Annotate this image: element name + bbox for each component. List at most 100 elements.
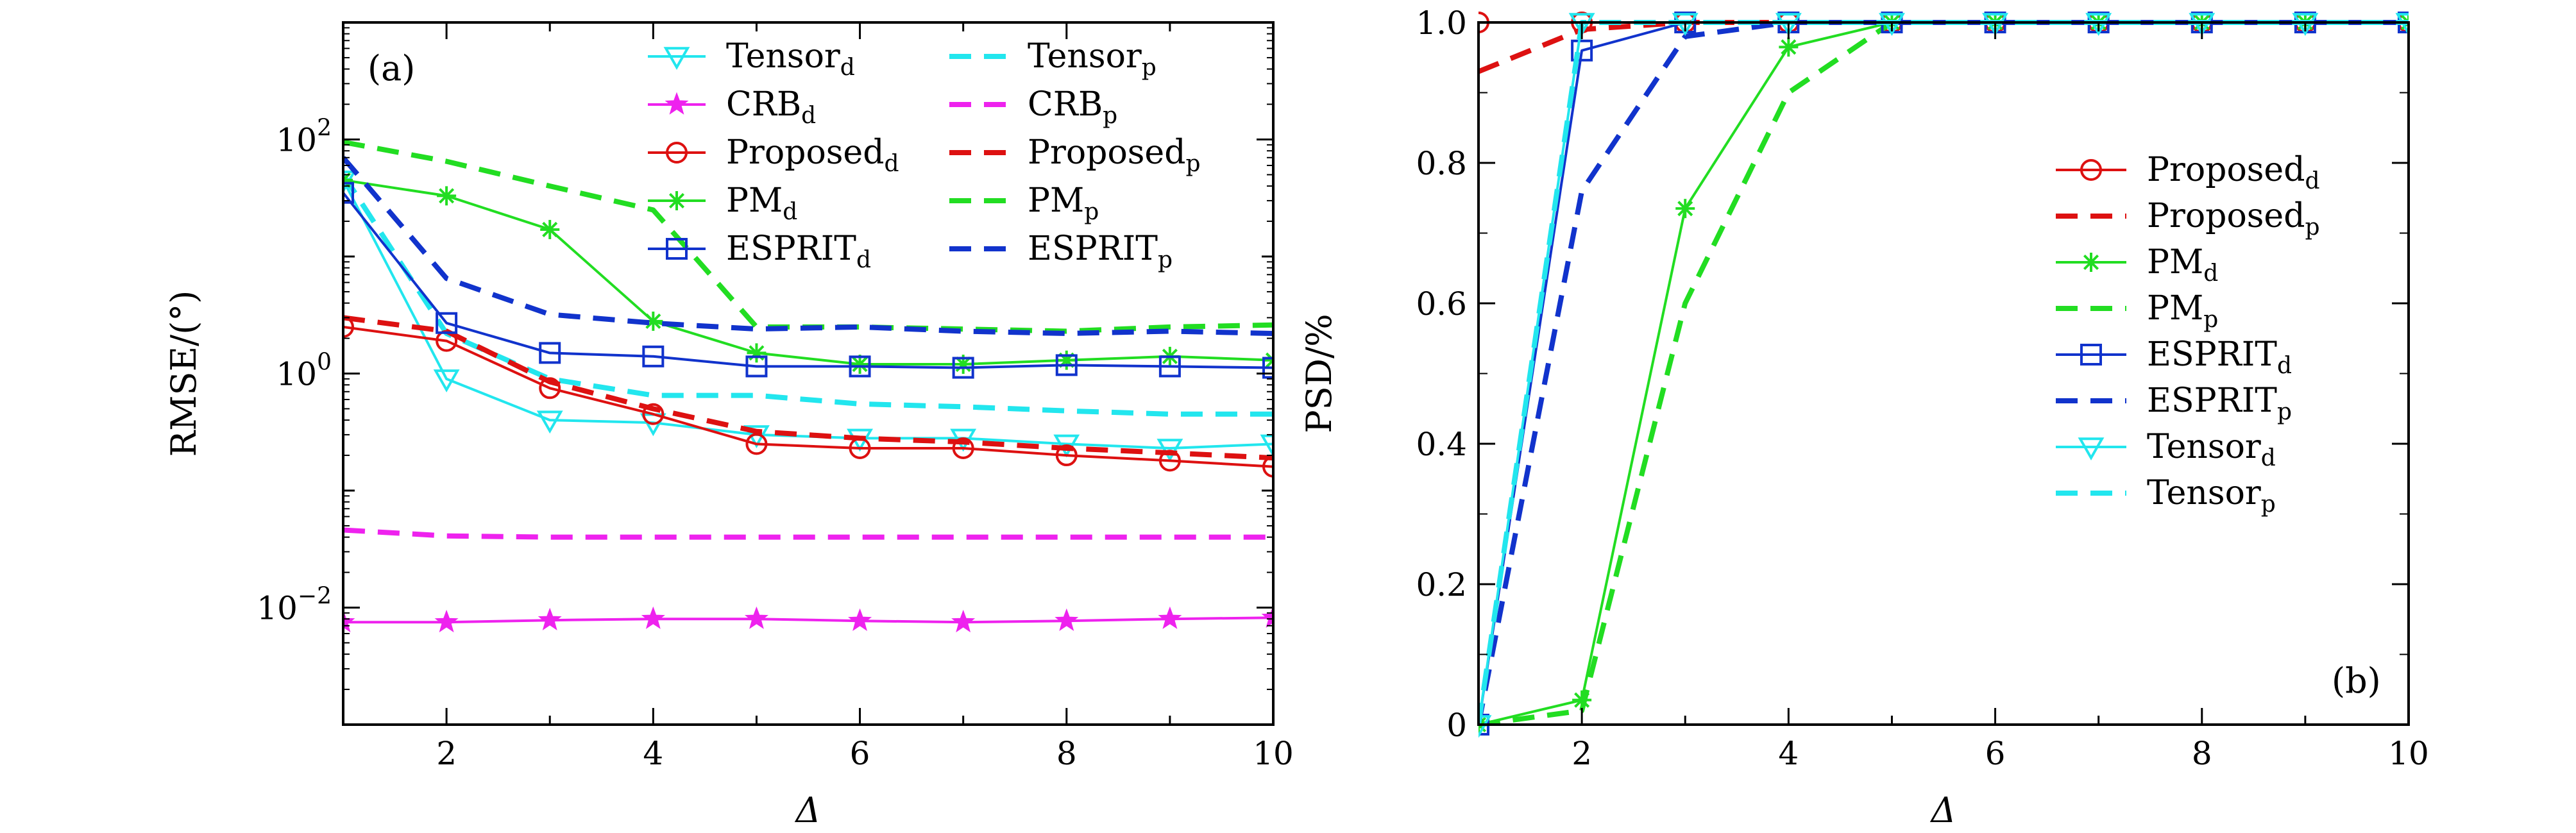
- legend-label: Tensorp: [1028, 37, 1157, 81]
- x-ticks: 2 4 6 8 10: [342, 22, 1294, 772]
- data-point-esprit-d: [745, 355, 768, 378]
- data-point-tensor-d: [1479, 715, 1492, 737]
- legend-label: CRBp: [1028, 85, 1117, 129]
- legend-item-crb-p: CRBp: [949, 85, 1117, 129]
- legend-marker: [663, 47, 690, 71]
- data-point-tensor-d: [1157, 439, 1183, 462]
- legend-item-pm-d: PMd: [2056, 243, 2218, 287]
- data-point-esprit-d: [1262, 357, 1273, 379]
- data-point-crb-d: [1158, 606, 1182, 629]
- legend-item-pm-d: PMd: [648, 181, 797, 225]
- x-tick-label: 2: [436, 735, 457, 772]
- x-tick-label: 10: [1253, 735, 1294, 772]
- x-tick-label: 2: [1572, 735, 1592, 772]
- y-tick-label: 0.8: [1416, 145, 1467, 182]
- data-point-crb-d: [1261, 605, 1273, 628]
- y-ticks: 0 0.2 0.4 0.6 0.8 1.0: [1416, 4, 2409, 744]
- y-tick-label: 10−2: [257, 584, 332, 627]
- data-point-crb-d: [1055, 608, 1079, 631]
- legend-item-proposed-d: Proposedd: [2056, 151, 2320, 194]
- legend-label: Tensord: [2147, 428, 2276, 471]
- legend: ProposeddProposedpPMdPMpESPRITdESPRITpTe…: [2056, 151, 2320, 517]
- x-tick-label: 4: [1778, 735, 1799, 772]
- legend-marker: [2081, 253, 2101, 272]
- data-point-tensor-d: [536, 410, 563, 434]
- series-line-esprit-d: [343, 192, 1273, 369]
- x-tick-label: 6: [1985, 735, 2006, 772]
- legend-label: Proposedd: [726, 133, 899, 177]
- data-point-esprit-d: [952, 357, 974, 379]
- legend-item-pm-p: PMp: [2056, 289, 2218, 333]
- data-point-esprit-d: [539, 342, 561, 364]
- legend-label: ESPRITp: [1028, 230, 1173, 273]
- y-axis-label: RMSE/(°): [164, 290, 204, 457]
- series-line-pm-d: [343, 178, 1273, 366]
- legend-item-esprit-p: ESPRITp: [2056, 382, 2292, 425]
- data-point-crb-d: [641, 606, 665, 629]
- legend-label: Tensorp: [2147, 474, 2276, 517]
- legend-item-esprit-p: ESPRITp: [949, 230, 1173, 273]
- plot-area: [343, 139, 1273, 633]
- legend-label: PMd: [726, 181, 797, 225]
- data-point-crb-d: [434, 609, 459, 633]
- data-point-esprit-d: [1055, 354, 1078, 376]
- data-point-crb-d: [744, 606, 768, 629]
- legend-label: ESPRITp: [2147, 382, 2292, 425]
- y-axis-label: PSD/%: [1299, 314, 1339, 433]
- legend-marker: [2078, 437, 2105, 461]
- legend-item-tensor-d: Tensord: [2056, 428, 2276, 471]
- legend-item-tensor-p: Tensorp: [949, 37, 1157, 81]
- legend-marker: [667, 191, 686, 210]
- y-tick-label: 0.2: [1416, 566, 1467, 603]
- legend-label: PMp: [2147, 289, 2218, 333]
- y-tick-label: 1.0: [1416, 4, 1467, 42]
- data-point-crb-d: [951, 609, 976, 633]
- data-point-proposed-d: [539, 377, 561, 400]
- data-point-pm-d: [437, 186, 457, 206]
- legend-label: PMp: [1028, 181, 1099, 225]
- data-point-pm-d: [1675, 199, 1695, 219]
- series-line-tensor-p: [343, 173, 1273, 417]
- data-point-proposed-d: [745, 433, 768, 455]
- legend-label: Proposedd: [2147, 151, 2320, 194]
- legend-item-pm-p: PMp: [949, 181, 1099, 225]
- y-tick-label: 0.6: [1416, 285, 1467, 323]
- x-tick-label: 8: [1056, 735, 1077, 772]
- series-line-crb-d: [343, 616, 1273, 624]
- legend-item-proposed-p: Proposedp: [2056, 197, 2320, 240]
- legend-label: CRBd: [726, 85, 816, 129]
- y-tick-label: 102: [276, 115, 332, 159]
- x-tick-label: 10: [2388, 735, 2429, 772]
- data-point-proposed-d: [1262, 455, 1273, 478]
- data-point-pm-d: [540, 219, 560, 239]
- y-ticks: 10−2 100 102: [257, 21, 1273, 726]
- data-point-proposed-d: [343, 316, 354, 338]
- legend-item-proposed-d: Proposedd: [648, 133, 899, 177]
- series-line-proposed-d: [343, 325, 1273, 468]
- y-tick-label: 0: [1446, 707, 1467, 744]
- x-ticks: 2 4 6 8 10: [1477, 22, 2429, 772]
- data-point-esprit-d: [642, 345, 665, 367]
- legend-marker: [2080, 159, 2102, 181]
- y-tick-label: 0.4: [1416, 426, 1467, 463]
- legend-marker: [666, 238, 688, 260]
- x-tick-label: 6: [850, 735, 870, 772]
- legend-label: Proposedp: [2147, 197, 2320, 240]
- x-tick-label: 4: [643, 735, 663, 772]
- legend-item-esprit-d: ESPRITd: [2056, 335, 2292, 379]
- legend-marker: [666, 142, 688, 164]
- y-tick-label: 100: [276, 349, 332, 393]
- legend-item-tensor-p: Tensorp: [2056, 474, 2276, 517]
- data-point-proposed-d: [952, 437, 974, 459]
- legend-label: ESPRITd: [726, 230, 871, 273]
- data-point-crb-d: [538, 607, 562, 630]
- legend-item-esprit-d: ESPRITd: [648, 230, 871, 273]
- chart-panel-b: 2 4 6 8 10 0 0.2 0.4 0.6 0.8 1.0 Δ PSD/% (b) Proposedd…: [1299, 4, 2429, 830]
- legend-label: PMd: [2147, 243, 2218, 287]
- series-line-proposed-p: [1479, 20, 2409, 74]
- x-tick-label: 8: [2192, 735, 2212, 772]
- data-point-pm-d: [1264, 350, 1273, 370]
- data-point-esprit-d: [849, 355, 871, 378]
